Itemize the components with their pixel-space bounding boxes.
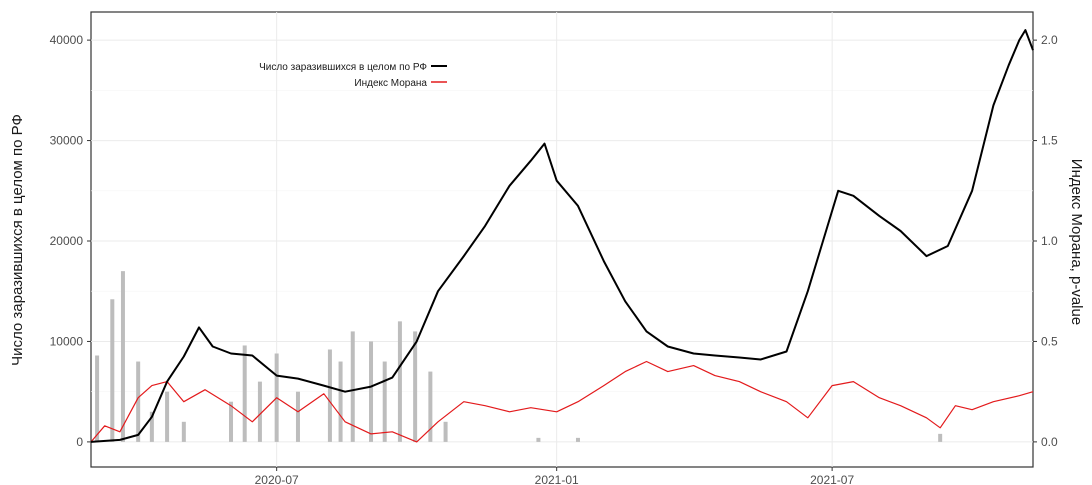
y2-axis-title: Индекс Морана, p-value (1068, 159, 1085, 325)
pvalue-bar (327, 349, 332, 442)
y-tick-label: 0 (76, 435, 83, 449)
plot-panel (90, 11, 1034, 468)
y2-tick-label: 2.0 (1041, 33, 1058, 47)
pvalue-bar (181, 421, 186, 442)
pvalue-bar (938, 433, 943, 442)
legend-label-moran: Индекс Морана (354, 78, 427, 89)
pvalue-bar (95, 355, 100, 442)
legend: Число заразившихся в целом по РФ Индекс … (259, 62, 447, 89)
legend-label-cases: Число заразившихся в целом по РФ (259, 62, 427, 73)
x-tick-label: 2021-07 (810, 473, 854, 485)
pvalue-bar (120, 271, 125, 442)
y-tick-label: 20000 (50, 234, 84, 248)
pvalue-bar (229, 401, 234, 442)
axes: 0 10000 20000 30000 40000 0.0 0.5 1.0 1.5 2.0 2020… (50, 33, 1058, 485)
pvalue-bar (257, 381, 262, 442)
pvalue-bar (149, 411, 154, 442)
pvalue-bar (536, 437, 541, 442)
x-tick-label: 2021-01 (535, 473, 579, 485)
pvalue-bar (443, 421, 448, 442)
y-tick-label: 40000 (50, 33, 84, 47)
x-tick-label: 2020-07 (255, 473, 299, 485)
pvalue-bar (295, 391, 300, 442)
grid (91, 12, 1033, 467)
series-lines (90, 29, 1034, 443)
y-tick-label: 30000 (50, 134, 84, 148)
pvalue-bar (110, 299, 115, 442)
pvalue-bar (136, 361, 141, 442)
pvalue-bar (338, 361, 343, 442)
pvalue-bars (95, 271, 943, 442)
pvalue-bar (350, 331, 355, 442)
y2-tick-label: 1.0 (1041, 234, 1058, 248)
pvalue-bar (575, 437, 580, 442)
pvalue-bar (382, 361, 387, 442)
y2-tick-label: 1.5 (1041, 134, 1058, 148)
y-tick-label: 10000 (50, 334, 84, 348)
y-axis-title: Число заразившихся в целом по РФ (9, 114, 26, 366)
pvalue-bar (165, 391, 170, 442)
pvalue-bar (413, 331, 418, 442)
y2-tick-label: 0.0 (1041, 435, 1058, 449)
pvalue-bar (428, 371, 433, 442)
series-line-cases (90, 29, 1034, 443)
y2-tick-label: 0.5 (1041, 334, 1058, 348)
series-line-moran (90, 360, 1034, 443)
pvalue-bar (397, 321, 402, 442)
pvalue-bar (369, 341, 374, 442)
pvalue-bar (242, 345, 247, 442)
